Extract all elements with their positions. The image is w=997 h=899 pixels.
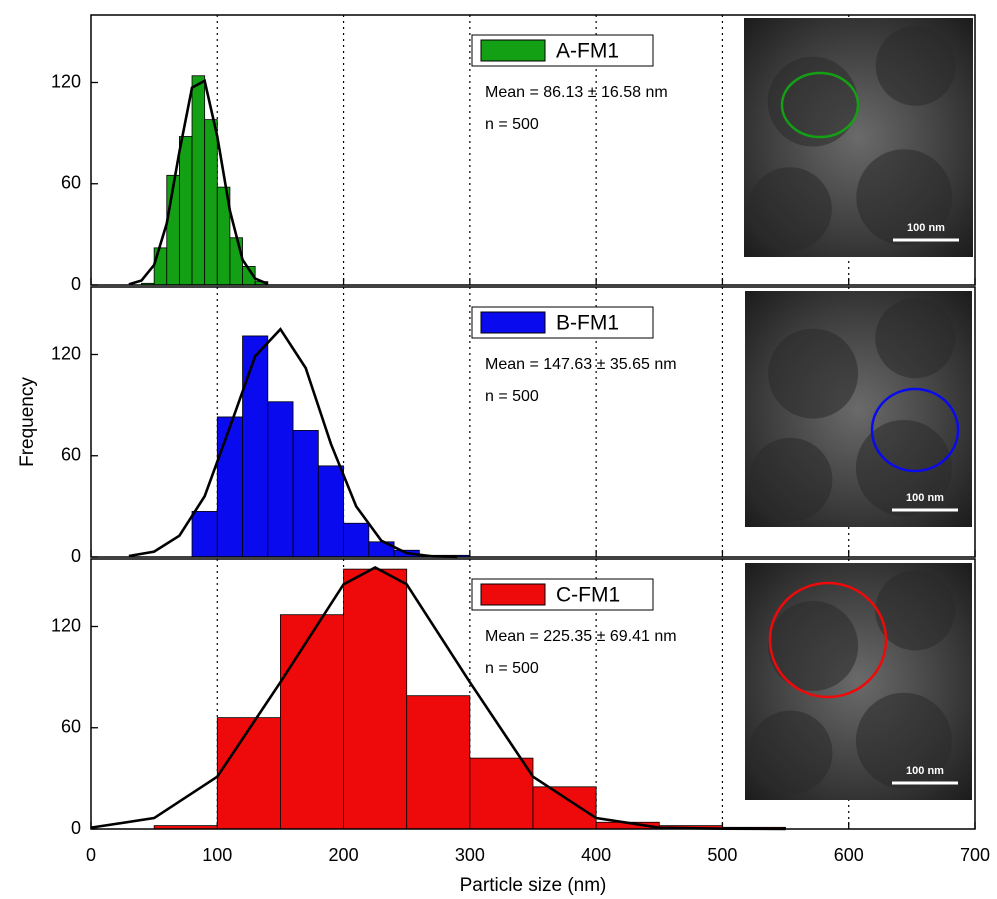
legend-swatch <box>480 311 546 334</box>
scale-label: 100 nm <box>907 222 945 234</box>
highlight-circle <box>870 387 960 473</box>
bar <box>178 136 193 286</box>
bar <box>532 786 597 830</box>
bar <box>204 119 218 286</box>
bar <box>343 568 408 830</box>
y-tick-label: 0 <box>71 546 81 566</box>
bar <box>229 237 243 286</box>
x-tick-label: 700 <box>960 845 990 865</box>
particle <box>856 149 953 246</box>
particle <box>855 420 952 516</box>
bar <box>267 401 294 558</box>
particle <box>747 167 832 252</box>
bar <box>191 511 218 558</box>
x-axis-label: Particle size (nm) <box>460 875 607 896</box>
legend-label: A-FM1 <box>556 40 619 63</box>
particle <box>768 600 859 691</box>
highlight-circle <box>768 581 888 699</box>
annotation: Mean = 86.13 ± 16.58 nm <box>485 84 668 101</box>
bar <box>292 430 319 558</box>
y-tick-label: 120 <box>51 615 81 635</box>
y-tick-label: 60 <box>61 445 81 465</box>
bar <box>317 465 344 558</box>
bar <box>242 335 269 558</box>
bar <box>280 614 344 830</box>
bar <box>216 416 243 558</box>
x-tick-label: 300 <box>455 845 485 865</box>
plot-frame <box>90 558 976 830</box>
scale-label: 100 nm <box>906 765 944 777</box>
annotation: n = 500 <box>485 116 539 133</box>
particle <box>875 298 956 379</box>
particle <box>875 570 956 651</box>
y-tick-label: 60 <box>61 717 81 737</box>
y-axis-label: Frequency <box>17 377 38 467</box>
annotation: n = 500 <box>485 388 539 405</box>
y-tick-label: 0 <box>71 818 81 838</box>
highlight-circle <box>780 71 860 139</box>
bar <box>469 757 534 830</box>
plot-frame <box>90 14 976 286</box>
particle <box>748 710 833 795</box>
bar <box>191 75 206 286</box>
annotation: Mean = 147.63 ± 35.65 nm <box>485 356 677 373</box>
y-tick-label: 120 <box>51 71 81 91</box>
y-tick-label: 0 <box>71 274 81 294</box>
legend-swatch <box>480 583 546 606</box>
x-tick-label: 400 <box>581 845 611 865</box>
bar <box>343 522 370 558</box>
particle <box>875 25 956 106</box>
particle <box>855 692 952 789</box>
legend-label: B-FM1 <box>556 312 619 335</box>
y-tick-label: 120 <box>51 343 81 363</box>
fit-curve <box>128 78 269 286</box>
x-tick-label: 100 <box>202 845 232 865</box>
x-tick-label: 500 <box>707 845 737 865</box>
x-tick-label: 600 <box>834 845 864 865</box>
scale-label: 100 nm <box>906 492 944 504</box>
fit-curve <box>128 327 458 559</box>
bar <box>406 695 471 830</box>
particle <box>748 437 833 522</box>
bar <box>216 717 281 830</box>
x-tick-label: 200 <box>329 845 359 865</box>
annotation: Mean = 225.35 ± 69.41 nm <box>485 628 677 645</box>
legend-swatch <box>480 39 546 62</box>
annotation: n = 500 <box>485 660 539 677</box>
particle <box>768 328 859 419</box>
bar <box>153 247 168 286</box>
fit-curve <box>90 565 786 831</box>
y-tick-label: 60 <box>61 173 81 193</box>
plot-frame <box>90 286 976 558</box>
x-tick-label: 0 <box>86 845 96 865</box>
legend-label: C-FM1 <box>556 584 620 607</box>
